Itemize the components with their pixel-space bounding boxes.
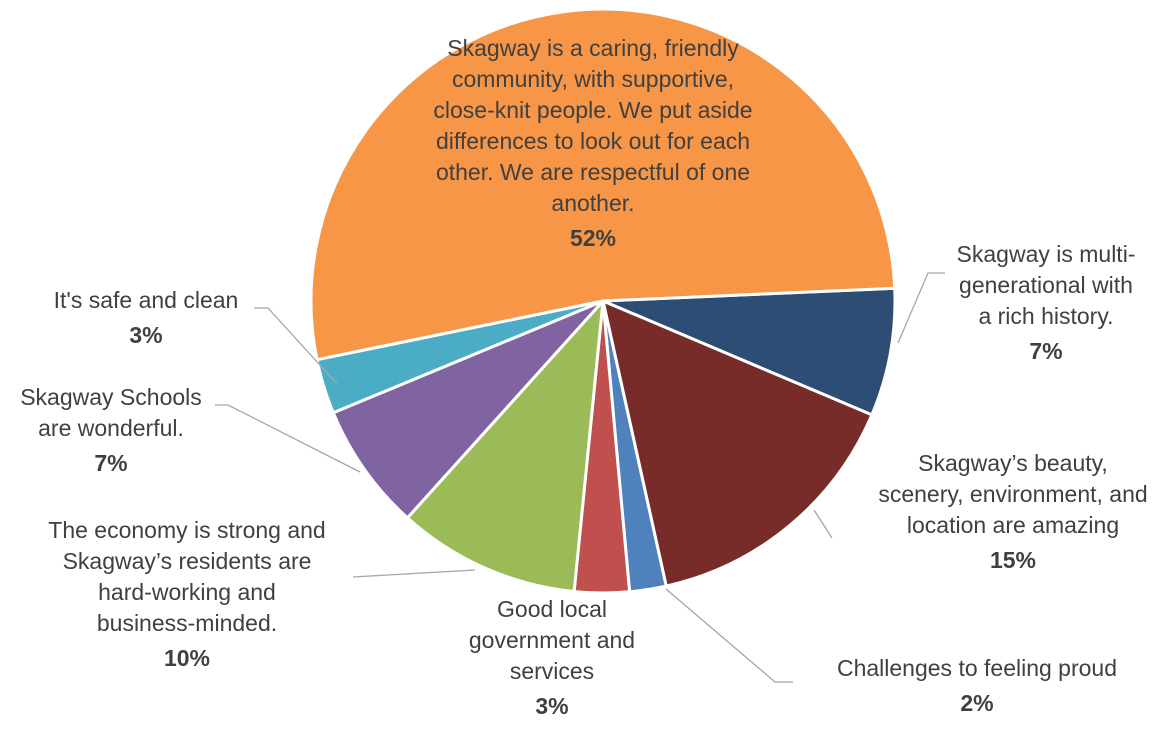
pie-slice-5 xyxy=(405,299,605,594)
slice-percent-label: 3% xyxy=(129,322,162,348)
slice-percent-label: 10% xyxy=(164,645,210,671)
pie-slice-8 xyxy=(309,7,897,362)
slice-category-label: Challenges to feeling proud xyxy=(837,655,1117,681)
slice-category-label: It's safe and clean xyxy=(54,287,239,313)
slice-label-1: Skagway is multi-generational with a rich… xyxy=(957,241,1136,364)
leader-line-6 xyxy=(215,404,361,473)
pie-slice-2 xyxy=(601,299,874,588)
slice-percent-label: 7% xyxy=(94,450,127,476)
slice-label-4: Good local government and services 3% xyxy=(469,596,635,719)
leader-line-5 xyxy=(352,569,476,578)
slice-category-label: Skagway Schools are wonderful. xyxy=(20,384,202,441)
slice-category-label: Skagway is a caring, friendly community, … xyxy=(433,35,752,216)
slice-percent-label: 15% xyxy=(990,547,1036,573)
pie-slice-1 xyxy=(601,286,897,417)
slice-percent-label: 7% xyxy=(1029,338,1062,364)
slice-percent-label: 52% xyxy=(570,225,616,251)
slice-category-label: Good local government and services xyxy=(469,596,635,684)
slice-category-label: Skagway’s beauty, scenery, environment, a… xyxy=(878,450,1147,538)
pie-slice-6 xyxy=(331,299,605,520)
slice-label-5: The economy is strong and Skagway’s resid… xyxy=(48,517,325,671)
slice-percent-label: 2% xyxy=(960,690,993,716)
leader-line-2 xyxy=(813,509,833,539)
leader-line-3 xyxy=(665,588,793,683)
slice-percent-label: 3% xyxy=(535,693,568,719)
leader-line-1 xyxy=(897,272,945,344)
slice-label-6: Skagway Schools are wonderful. 7% xyxy=(20,384,202,476)
slice-category-label: Skagway is multi-generational with a rich… xyxy=(957,241,1136,329)
slice-category-label: The economy is strong and Skagway’s resid… xyxy=(48,517,325,636)
slice-label-3: Challenges to feeling proud 2% xyxy=(837,655,1117,716)
slice-labels: Skagway is multi-generational with a rich… xyxy=(20,35,1147,719)
slice-label-2: Skagway’s beauty, scenery, environment, a… xyxy=(878,450,1147,573)
leader-lines xyxy=(215,272,945,683)
pie-slices xyxy=(309,7,897,595)
slice-label-7: It's safe and clean 3% xyxy=(54,287,239,348)
leader-line-7 xyxy=(254,307,339,386)
slice-label-8: Skagway is a caring, friendly community, … xyxy=(433,35,752,251)
